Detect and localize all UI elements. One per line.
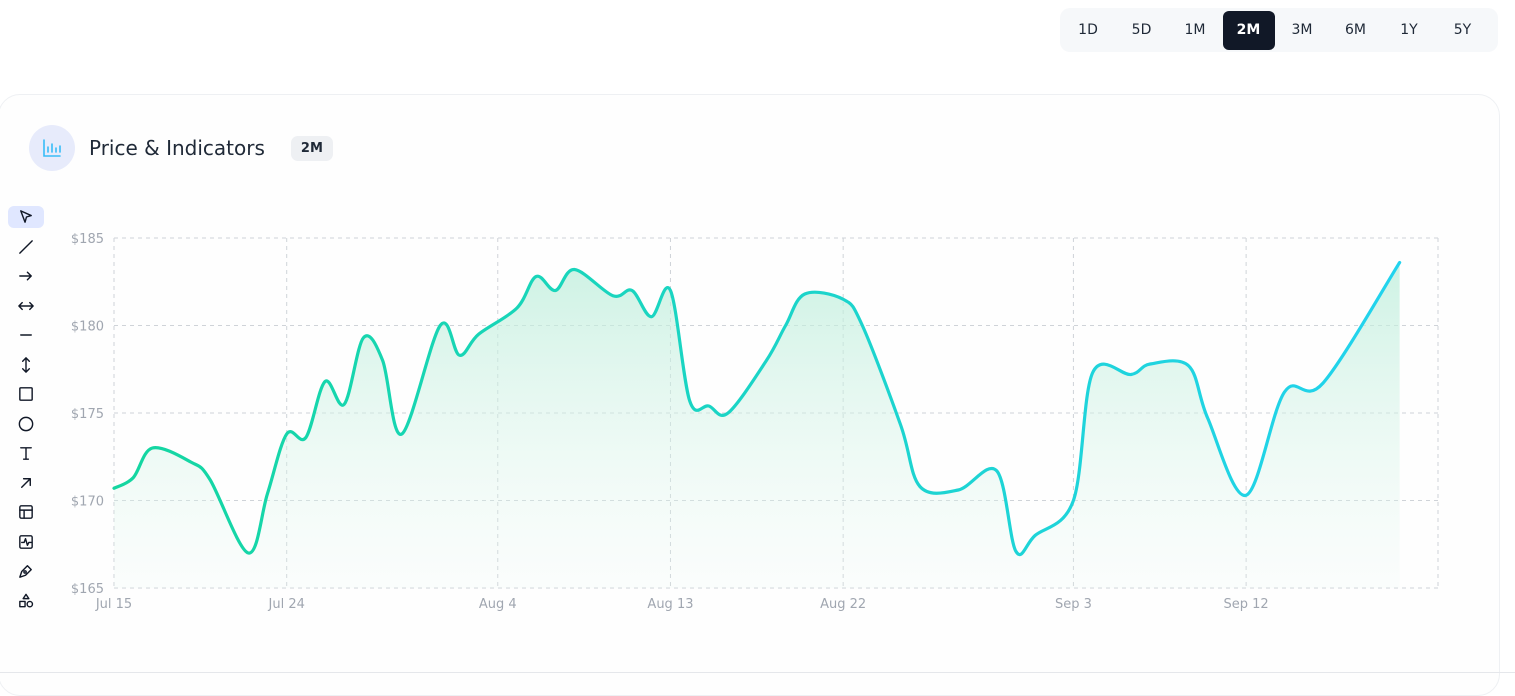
x-tick-label: Sep 3 — [1055, 597, 1092, 612]
y-tick-label: $185 — [71, 232, 104, 247]
x-tick-label: Sep 12 — [1224, 597, 1269, 612]
y-tick-label: $180 — [71, 320, 104, 335]
chart-area — [114, 263, 1400, 589]
divider — [0, 672, 1515, 673]
x-tick-label: Jul 24 — [268, 597, 305, 612]
x-tick-label: Aug 4 — [479, 597, 517, 612]
price-chart: $165 $170 $175 $180 $185 Jul 15 Jul 24 Aug 4 Au… — [0, 0, 1515, 674]
x-axis: Jul 15 Jul 24 Aug 4 Aug 13 Aug 22 Sep 3 Sep 12 — [95, 597, 1269, 612]
y-axis: $165 $170 $175 $180 $185 — [71, 232, 104, 597]
y-tick-label: $175 — [71, 407, 104, 422]
x-tick-label: Aug 13 — [647, 597, 693, 612]
x-tick-label: Jul 15 — [95, 597, 132, 612]
price-area — [114, 263, 1400, 589]
y-tick-label: $165 — [71, 582, 104, 597]
x-tick-label: Aug 22 — [820, 597, 866, 612]
y-tick-label: $170 — [71, 495, 104, 510]
